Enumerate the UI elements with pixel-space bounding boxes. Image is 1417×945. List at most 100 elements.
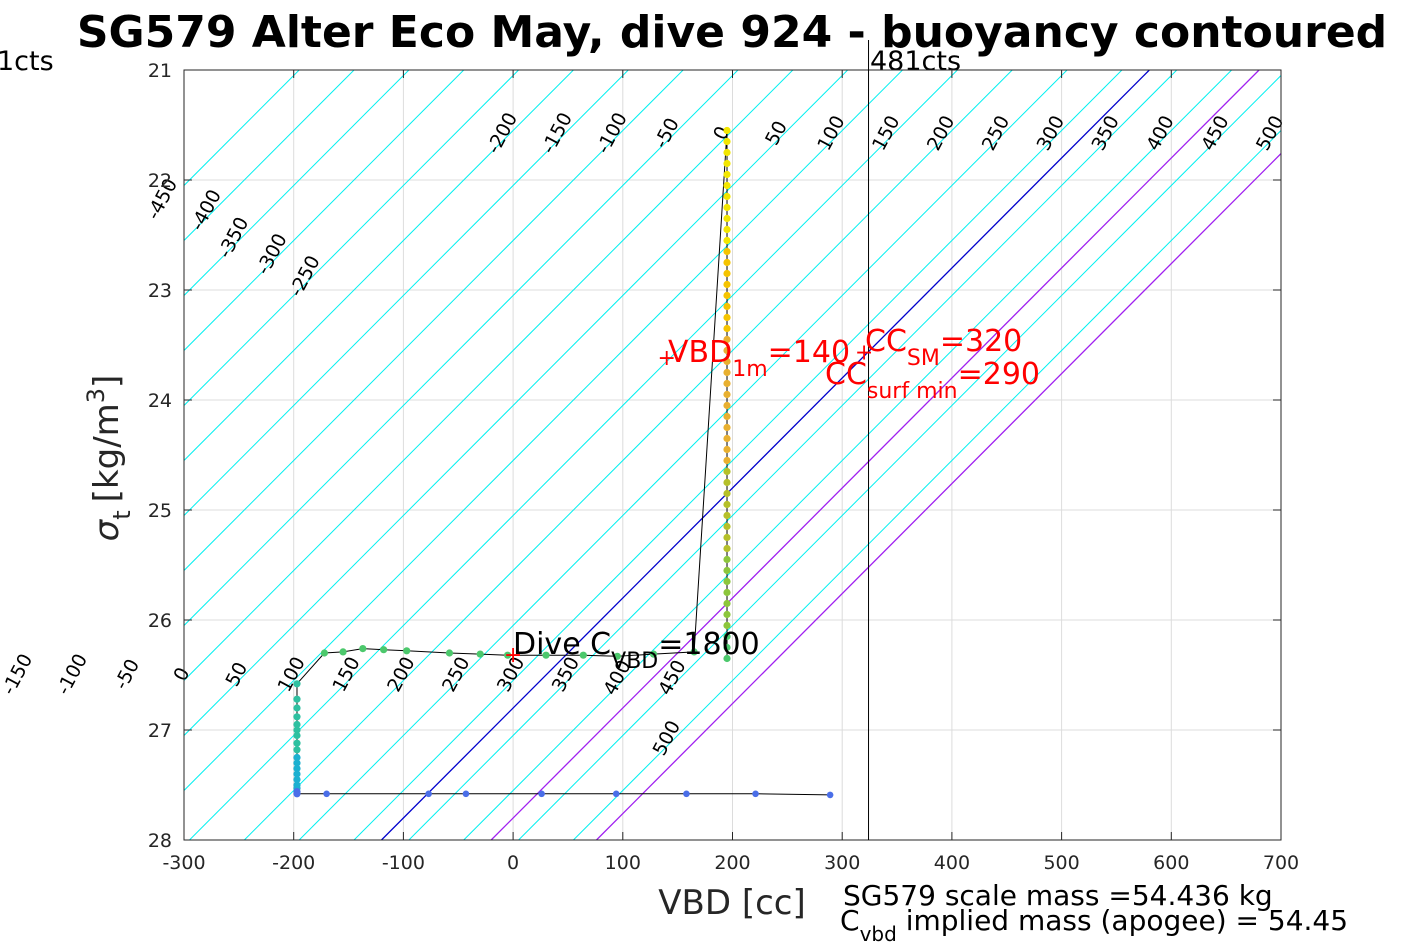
- descent-point: [293, 746, 301, 754]
- x-tick-label: 0: [507, 852, 519, 874]
- buoyancy-contours: [184, 70, 1281, 840]
- highlight-contour-line: [490, 70, 1260, 840]
- bottom-point: [323, 790, 330, 798]
- x-tick-label: 700: [1263, 852, 1299, 874]
- contour-label: -150: [0, 650, 37, 698]
- dive-point: [723, 357, 731, 366]
- dive-point: [723, 522, 731, 531]
- descent-point: [293, 775, 301, 784]
- dive-point: [723, 390, 731, 399]
- implied-mass-note: Cvbd implied mass (apogee) = 54.45: [840, 904, 1348, 945]
- highlight-contour-line: [380, 70, 1150, 840]
- dive-point: [723, 577, 731, 586]
- descent-point: [293, 770, 301, 778]
- descent-point: [293, 726, 301, 734]
- contour-line: [184, 70, 465, 352]
- dive-point: [723, 181, 731, 190]
- bottom-point: [538, 790, 545, 798]
- dive-point: [723, 313, 731, 322]
- dive-point: [723, 401, 731, 410]
- dive-point: [723, 236, 731, 245]
- descent-point: [293, 764, 301, 773]
- annotation-cc-sm: CCSM=320: [865, 324, 1022, 371]
- svg-text:CCSM=320: CCSM=320: [865, 324, 1022, 371]
- dive-point: [723, 599, 731, 608]
- dive-point: [723, 632, 731, 641]
- bottom-point: [683, 790, 690, 798]
- contour-line: [184, 70, 355, 242]
- x-tick-label: 400: [934, 852, 970, 874]
- dive-point: [723, 203, 731, 212]
- dive-point: [723, 500, 731, 509]
- transition-point: [359, 645, 367, 653]
- x-tick-label: -200: [272, 852, 315, 874]
- bottom-point: [826, 791, 834, 799]
- x-tick-label: 100: [605, 852, 641, 874]
- contour-line: [573, 129, 1281, 840]
- dive-point: [723, 621, 731, 630]
- transition-point: [476, 650, 484, 658]
- annotation-markers: + + +: [504, 341, 873, 669]
- transition-point: [293, 680, 301, 688]
- dive-point: [723, 533, 731, 542]
- dive-point: [723, 555, 731, 564]
- dive-point: [723, 445, 731, 454]
- contour-line: [408, 70, 1178, 840]
- dive-point: [723, 291, 731, 300]
- contour-line: [518, 74, 1281, 840]
- y-tick-label: 21: [148, 60, 172, 82]
- marker-plus: +: [855, 341, 873, 366]
- contour-label: -50: [110, 656, 144, 694]
- dive-point: [723, 214, 731, 223]
- x-tick-label: 200: [714, 852, 750, 874]
- contour-line: [184, 70, 739, 627]
- y-axis-label: σt[kg/m3]: [82, 375, 136, 542]
- dive-point: [723, 434, 731, 443]
- dive-point: [723, 148, 731, 157]
- dive-point: [723, 192, 731, 201]
- annotation-dive-cvbd: Dive CVBD=1800: [513, 627, 760, 674]
- y-tick-label: 22: [148, 170, 172, 192]
- y-tick-label: 26: [148, 610, 172, 632]
- dive-point: [723, 335, 731, 344]
- x-tick-label: 500: [1043, 852, 1079, 874]
- svg-text:VBD1m=140: VBD1m=140: [668, 335, 850, 382]
- transition-point: [504, 651, 512, 659]
- dive-point: [723, 269, 731, 278]
- descent-point: [293, 713, 301, 721]
- contour-line: [353, 70, 1123, 840]
- dive-point: [723, 346, 731, 355]
- descent-point: [293, 695, 301, 703]
- contour-line: [184, 70, 519, 407]
- dive-point: [723, 170, 731, 179]
- x-tick-label: -100: [382, 852, 425, 874]
- contour-line: [463, 70, 1232, 840]
- transition-point: [403, 647, 411, 655]
- dive-point: [723, 137, 731, 146]
- transition-point: [380, 646, 388, 654]
- descent-point: [293, 759, 301, 767]
- y-tick-label: 23: [148, 280, 172, 302]
- x-tick-label: -300: [162, 852, 205, 874]
- transition-point: [690, 648, 698, 656]
- x-tick-label: 300: [824, 852, 860, 874]
- svg-text:Dive CVBD=1800: Dive CVBD=1800: [513, 627, 760, 674]
- contour-line: [184, 70, 903, 792]
- transition-point: [649, 650, 658, 658]
- annotation-vbd-1m: VBD1m=140: [668, 335, 850, 382]
- marker-plus: +: [657, 346, 675, 371]
- bottom-point: [462, 790, 470, 798]
- svg-text:CCsurf min=290: CCsurf min=290: [825, 357, 1040, 404]
- transition-point: [613, 652, 621, 660]
- contour-line: [184, 70, 629, 517]
- bottom-point: [425, 790, 432, 798]
- dive-point: [723, 368, 731, 377]
- contour-line: [184, 70, 849, 737]
- dive-point: [723, 489, 731, 498]
- x-axis-label: VBD [cc]: [658, 883, 806, 923]
- dive-point: [723, 280, 731, 289]
- transition-point: [542, 651, 550, 659]
- dive-point: [723, 324, 731, 333]
- descent-point: [293, 731, 301, 740]
